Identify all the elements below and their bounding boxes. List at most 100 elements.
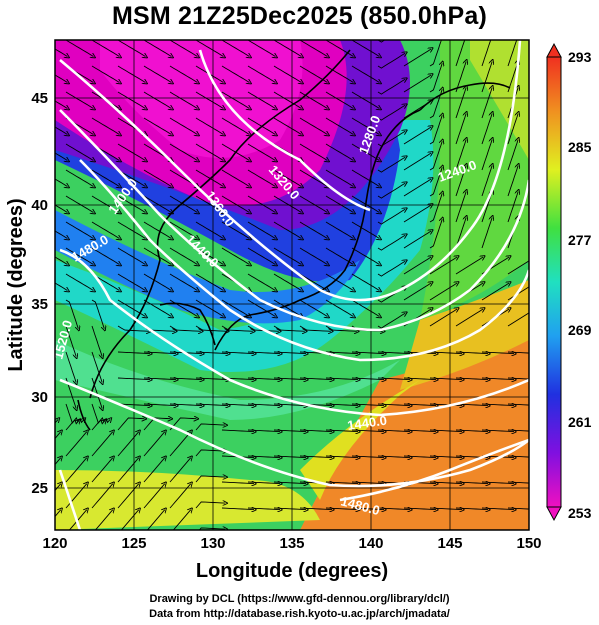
x-tick-label: 150: [516, 535, 541, 552]
streamline: [299, 273, 327, 291]
streamline: [195, 195, 223, 213]
streamline: [195, 143, 223, 161]
streamline: [403, 404, 436, 406]
streamline: [429, 115, 442, 145]
streamline: [273, 65, 301, 83]
streamline: [455, 257, 483, 275]
streamline: [117, 40, 145, 57]
streamline: [507, 166, 518, 197]
streamline: [117, 195, 145, 213]
streamline: [325, 508, 358, 510]
streamline: [299, 40, 327, 57]
streamline: [429, 378, 462, 380]
streamline: [299, 456, 332, 458]
streamline: [247, 430, 280, 432]
streamline: [455, 218, 466, 249]
streamline: [325, 91, 353, 109]
streamline: [247, 378, 280, 380]
streamline: [195, 40, 223, 57]
credits-line-1: Drawing by DCL (https://www.gfd-dennou.o…: [149, 593, 450, 605]
streamline: [273, 482, 306, 484]
streamline: [117, 247, 145, 265]
streamline: [143, 169, 171, 187]
streamline: [169, 143, 197, 161]
streamline: [507, 140, 518, 171]
streamline: [221, 508, 254, 510]
streamline: [507, 286, 529, 301]
streamline: [403, 153, 431, 171]
streamline: [40, 352, 50, 382]
y-tick-label: 25: [31, 480, 48, 497]
streamline: [247, 352, 280, 354]
streamline: [403, 49, 431, 67]
streamline: [65, 247, 93, 265]
streamline: [55, 204, 67, 213]
streamline: [507, 455, 529, 458]
streamline: [221, 65, 249, 83]
streamline: [481, 404, 514, 406]
streamline: [482, 40, 483, 41]
colorbar-label: 269: [568, 322, 592, 338]
streamline: [481, 482, 514, 484]
colorbar-label: 293: [568, 49, 592, 65]
streamline: [117, 299, 145, 317]
streamline: [143, 458, 165, 483]
streamline: [299, 430, 332, 432]
streamline: [169, 458, 191, 483]
streamline: [455, 62, 466, 93]
streamline: [55, 256, 67, 265]
streamline: [377, 157, 405, 173]
streamline: [117, 378, 150, 380]
streamline: [247, 482, 280, 484]
streamline: [377, 235, 405, 251]
streamline: [299, 91, 327, 109]
streamline: [55, 48, 67, 57]
streamline: [481, 166, 492, 197]
streamline: [325, 117, 353, 135]
streamline: [195, 91, 223, 109]
streamline: [169, 432, 191, 457]
streamline: [91, 403, 105, 425]
streamline: [273, 91, 301, 109]
streamline: [273, 40, 301, 57]
streamline: [91, 458, 113, 483]
streamline: [169, 195, 197, 213]
streamline: [91, 40, 119, 57]
streamline: [247, 195, 275, 213]
streamline: [507, 312, 529, 327]
streamline: [247, 299, 275, 317]
streamline: [455, 352, 488, 354]
streamline: [40, 404, 53, 424]
credits-line-2: Data from http://database.rish.kyoto-u.a…: [149, 608, 450, 620]
streamline: [91, 299, 104, 329]
streamline: [65, 221, 93, 239]
streamline: [117, 221, 145, 239]
streamline: [429, 309, 457, 327]
streamline: [221, 325, 253, 331]
streamline: [300, 534, 332, 536]
streamline: [195, 221, 223, 239]
streamline: [169, 247, 197, 265]
x-tick-label: 140: [358, 535, 383, 552]
streamline: [117, 91, 145, 109]
chart-title: MSM 21Z25Dec2025 (850.0hPa): [111, 2, 488, 30]
streamline: [117, 458, 139, 483]
streamline: [351, 91, 379, 109]
colorbar-label: 261: [568, 414, 592, 430]
streamline: [456, 40, 457, 41]
streamline: [65, 403, 79, 425]
streamline: [169, 221, 197, 239]
streamline: [273, 456, 306, 458]
streamline: [143, 65, 171, 83]
streamline: [429, 141, 442, 171]
streamline: [351, 378, 384, 380]
streamline: [143, 484, 165, 509]
colorbar-label: 285: [568, 139, 592, 155]
streamline: [351, 352, 384, 354]
height-contours: [58, 40, 529, 530]
streamline: [91, 418, 110, 431]
streamline: [534, 10, 544, 40]
streamline: [455, 140, 466, 171]
streamline: [325, 378, 358, 380]
